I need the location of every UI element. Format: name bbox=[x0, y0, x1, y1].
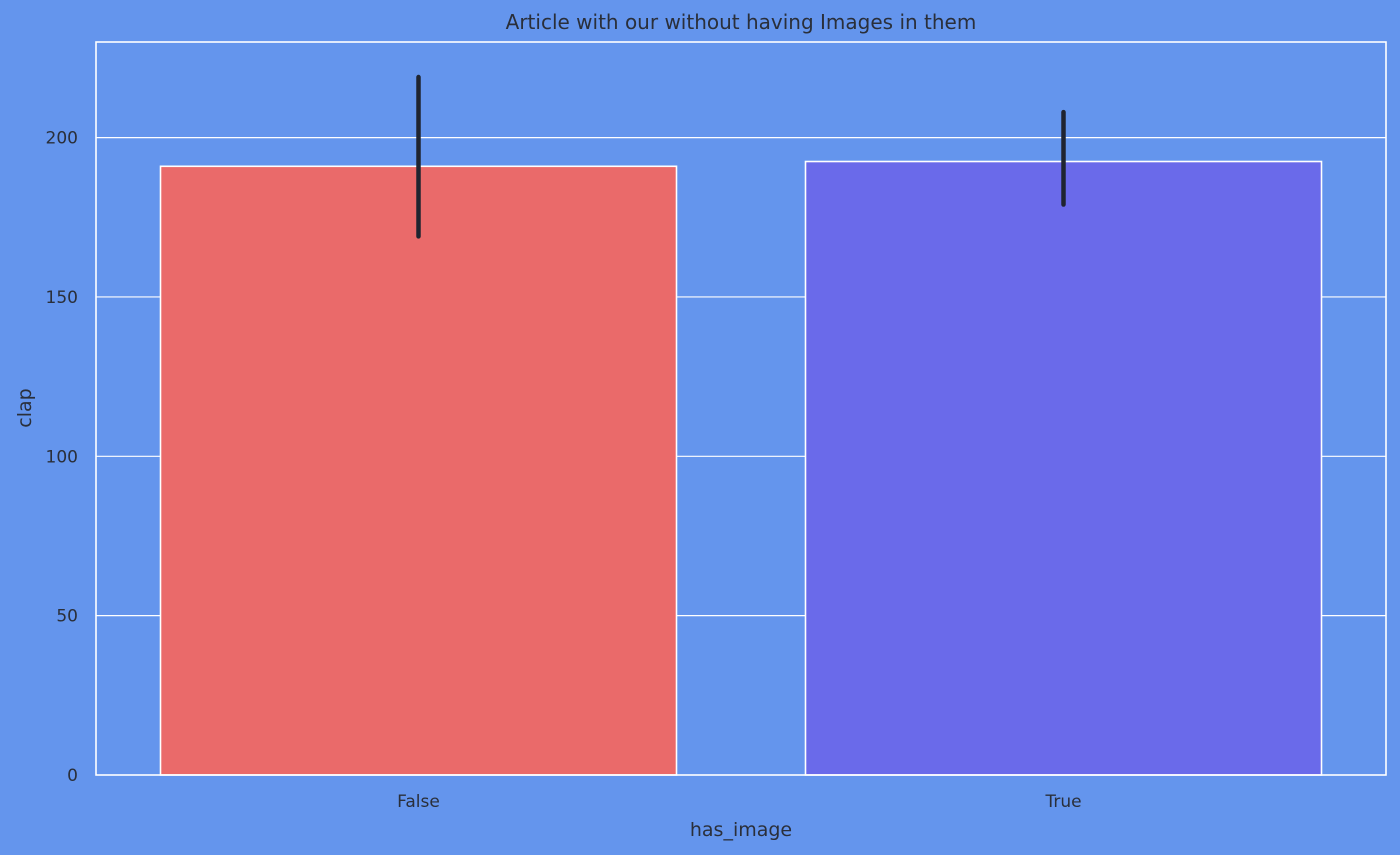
chart-title: Article with our without having Images i… bbox=[506, 10, 977, 34]
y-tick-label: 100 bbox=[46, 447, 78, 467]
y-tick-label: 150 bbox=[46, 288, 78, 308]
x-tick-label: False bbox=[397, 792, 440, 812]
bar-layer bbox=[159, 160, 1323, 776]
y-tick-label: 0 bbox=[67, 766, 78, 786]
x-tick-labels: False True bbox=[397, 792, 1081, 812]
y-tick-labels: 0 50 100 150 200 bbox=[46, 129, 78, 786]
bar-false bbox=[159, 165, 678, 776]
y-axis-label: clap bbox=[14, 388, 36, 427]
plot-frame bbox=[95, 41, 1387, 776]
bar-true bbox=[804, 160, 1323, 776]
y-tick-label: 50 bbox=[56, 607, 78, 627]
error-bar-layer bbox=[416, 74, 1066, 239]
x-axis-label: has_image bbox=[690, 819, 792, 841]
y-tick-label: 200 bbox=[46, 129, 78, 149]
x-tick-label: True bbox=[1044, 792, 1081, 812]
